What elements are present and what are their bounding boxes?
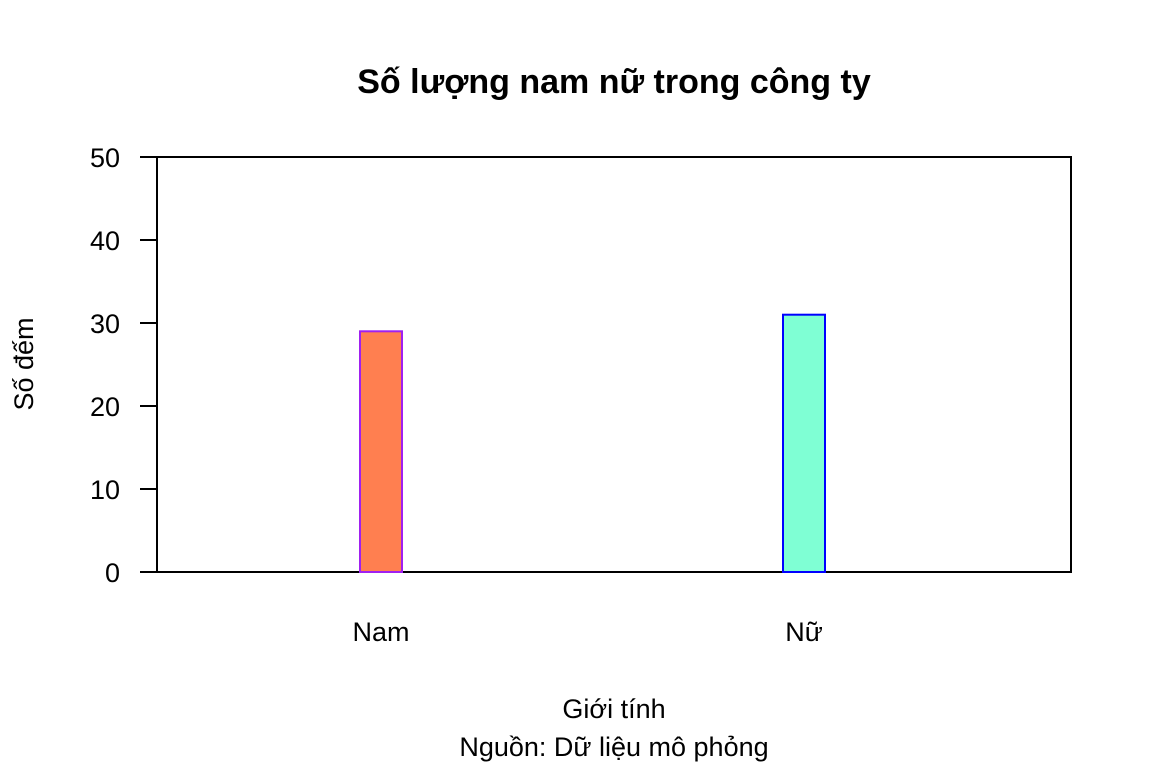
chart-title: Số lượng nam nữ trong công ty [357,63,871,101]
y-tick-label: 50 [90,143,120,173]
x-tick-label: Nam [352,617,409,647]
x-tick-label: Nữ [785,617,823,647]
y-tick-label: 0 [105,558,120,588]
x-axis-tick-labels: Nam Nữ [352,617,822,647]
y-axis-label: Số đếm [9,317,39,410]
bar-0 [359,330,403,573]
chart-caption: Nguồn: Dữ liệu mô phỏng [459,732,768,762]
bar-1 [782,313,826,573]
plot-frame [156,156,1072,573]
y-tick-label: 20 [90,392,120,422]
y-tick-label: 30 [90,309,120,339]
y-tick-label: 40 [90,226,120,256]
y-tick-label: 10 [90,475,120,505]
y-axis: 0 10 20 30 40 50 [90,143,158,588]
bars [359,313,826,573]
x-axis-label: Giới tính [562,694,665,724]
